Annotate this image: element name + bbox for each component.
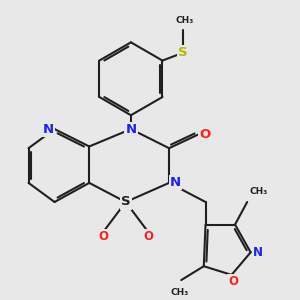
Text: S: S xyxy=(178,46,188,59)
Text: N: N xyxy=(125,123,136,136)
Text: N: N xyxy=(43,123,54,136)
Text: CH₃: CH₃ xyxy=(170,288,189,297)
Text: O: O xyxy=(143,230,153,242)
Text: N: N xyxy=(253,246,263,259)
Text: CH₃: CH₃ xyxy=(250,187,268,196)
Text: O: O xyxy=(228,274,238,288)
Text: O: O xyxy=(98,230,108,242)
Text: S: S xyxy=(121,196,130,208)
Text: N: N xyxy=(170,176,181,189)
Text: O: O xyxy=(199,128,211,141)
Text: CH₃: CH₃ xyxy=(176,16,194,25)
